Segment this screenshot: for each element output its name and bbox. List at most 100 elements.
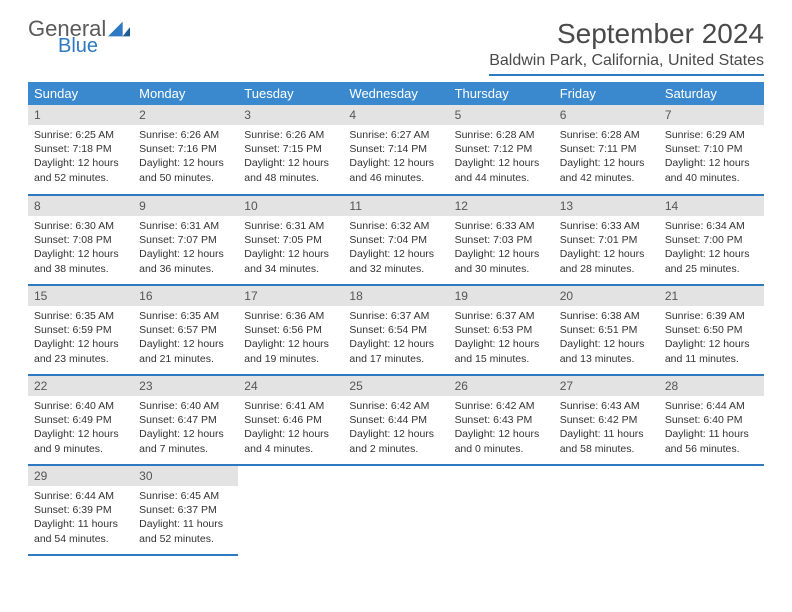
day-cell: 7 Sunrise: 6:29 AMSunset: 7:10 PMDaylight… xyxy=(659,105,764,195)
sunrise-line: Sunrise: 6:37 AM xyxy=(455,309,548,323)
sunrise-line: Sunrise: 6:26 AM xyxy=(139,128,232,142)
day-number: 2 xyxy=(133,105,238,125)
day-cell: 2Sunrise: 6:26 AMSunset: 7:16 PMDaylight… xyxy=(133,105,238,195)
day-cell: 15Sunrise: 6:35 AMSunset: 6:59 PMDayligh… xyxy=(28,285,133,375)
day-cell: 6Sunrise: 6:28 AMSunset: 7:11 PMDaylight… xyxy=(554,105,659,195)
sunrise-line: Sunrise: 6:36 AM xyxy=(244,309,337,323)
day-body: Sunrise: 6:33 AMSunset: 7:03 PMDaylight:… xyxy=(449,216,554,282)
sunrise-line: Sunrise: 6:32 AM xyxy=(349,219,442,233)
sunset-line: Sunset: 7:18 PM xyxy=(34,142,127,156)
empty-cell xyxy=(238,465,343,555)
day-cell: 13Sunrise: 6:33 AMSunset: 7:01 PMDayligh… xyxy=(554,195,659,285)
day-number: 12 xyxy=(449,196,554,216)
calendar-head: SundayMondayTuesdayWednesdayThursdayFrid… xyxy=(28,82,764,105)
day-body: Sunrise: 6:37 AMSunset: 6:53 PMDaylight:… xyxy=(449,306,554,372)
sunset-line: Sunset: 6:40 PM xyxy=(665,413,758,427)
sunrise-line: Sunrise: 6:43 AM xyxy=(560,399,653,413)
day-cell: 4Sunrise: 6:27 AMSunset: 7:14 PMDaylight… xyxy=(343,105,448,195)
page-header: General Blue September 2024 Baldwin Park… xyxy=(28,18,764,76)
sunset-line: Sunset: 7:14 PM xyxy=(349,142,442,156)
day-number: 21 xyxy=(659,286,764,306)
day-cell: 18Sunrise: 6:37 AMSunset: 6:54 PMDayligh… xyxy=(343,285,448,375)
sunset-line: Sunset: 6:43 PM xyxy=(455,413,548,427)
sunset-line: Sunset: 7:05 PM xyxy=(244,233,337,247)
day-number: 27 xyxy=(554,376,659,396)
sunset-line: Sunset: 6:46 PM xyxy=(244,413,337,427)
daylight-line: Daylight: 12 hours and 15 minutes. xyxy=(455,337,548,365)
week-row: 22Sunrise: 6:40 AMSunset: 6:49 PMDayligh… xyxy=(28,375,764,465)
sunset-line: Sunset: 6:49 PM xyxy=(34,413,127,427)
daylight-line: Daylight: 12 hours and 28 minutes. xyxy=(560,247,653,275)
day-number: 16 xyxy=(133,286,238,306)
day-header: Wednesday xyxy=(343,82,448,105)
day-body: Sunrise: 6:45 AMSunset: 6:37 PMDaylight:… xyxy=(133,486,238,552)
day-number: 11 xyxy=(343,196,448,216)
sunset-line: Sunset: 6:59 PM xyxy=(34,323,127,337)
day-header: Saturday xyxy=(659,82,764,105)
sunset-line: Sunset: 7:10 PM xyxy=(665,142,758,156)
daylight-line: Daylight: 12 hours and 38 minutes. xyxy=(34,247,127,275)
sunset-line: Sunset: 7:12 PM xyxy=(455,142,548,156)
daylight-line: Daylight: 12 hours and 46 minutes. xyxy=(349,156,442,184)
day-cell: 10Sunrise: 6:31 AMSunset: 7:05 PMDayligh… xyxy=(238,195,343,285)
sunrise-line: Sunrise: 6:33 AM xyxy=(455,219,548,233)
sunset-line: Sunset: 7:01 PM xyxy=(560,233,653,247)
day-cell: 29Sunrise: 6:44 AMSunset: 6:39 PMDayligh… xyxy=(28,465,133,555)
day-cell: 8Sunrise: 6:30 AMSunset: 7:08 PMDaylight… xyxy=(28,195,133,285)
sunset-line: Sunset: 7:07 PM xyxy=(139,233,232,247)
day-body: Sunrise: 6:42 AMSunset: 6:43 PMDaylight:… xyxy=(449,396,554,462)
day-number: 24 xyxy=(238,376,343,396)
sunrise-line: Sunrise: 6:40 AM xyxy=(139,399,232,413)
sunrise-line: Sunrise: 6:29 AM xyxy=(665,128,758,142)
day-number: 6 xyxy=(554,105,659,125)
sunrise-line: Sunrise: 6:31 AM xyxy=(244,219,337,233)
day-body: Sunrise: 6:28 AMSunset: 7:12 PMDaylight:… xyxy=(449,125,554,191)
sunrise-line: Sunrise: 6:31 AM xyxy=(139,219,232,233)
sunrise-line: Sunrise: 6:37 AM xyxy=(349,309,442,323)
day-body: Sunrise: 6:26 AMSunset: 7:15 PMDaylight:… xyxy=(238,125,343,191)
day-body: Sunrise: 6:27 AMSunset: 7:14 PMDaylight:… xyxy=(343,125,448,191)
sunset-line: Sunset: 6:50 PM xyxy=(665,323,758,337)
day-number: 17 xyxy=(238,286,343,306)
empty-cell xyxy=(343,465,448,555)
sunset-line: Sunset: 6:44 PM xyxy=(349,413,442,427)
month-title: September 2024 xyxy=(489,18,764,50)
sunrise-line: Sunrise: 6:38 AM xyxy=(560,309,653,323)
day-body: Sunrise: 6:40 AMSunset: 6:47 PMDaylight:… xyxy=(133,396,238,462)
daylight-line: Daylight: 12 hours and 13 minutes. xyxy=(560,337,653,365)
sunset-line: Sunset: 6:56 PM xyxy=(244,323,337,337)
sunrise-line: Sunrise: 6:35 AM xyxy=(139,309,232,323)
day-number: 4 xyxy=(343,105,448,125)
day-number: 7 xyxy=(659,105,764,125)
daylight-line: Daylight: 11 hours and 54 minutes. xyxy=(34,517,127,545)
daylight-line: Daylight: 12 hours and 50 minutes. xyxy=(139,156,232,184)
day-number: 29 xyxy=(28,466,133,486)
day-body: Sunrise: 6:38 AMSunset: 6:51 PMDaylight:… xyxy=(554,306,659,372)
day-cell: 30Sunrise: 6:45 AMSunset: 6:37 PMDayligh… xyxy=(133,465,238,555)
day-body: Sunrise: 6:44 AMSunset: 6:40 PMDaylight:… xyxy=(659,396,764,462)
daylight-line: Daylight: 11 hours and 58 minutes. xyxy=(560,427,653,455)
day-number: 30 xyxy=(133,466,238,486)
day-body: Sunrise: 6:26 AMSunset: 7:16 PMDaylight:… xyxy=(133,125,238,191)
calendar-body: 1Sunrise: 6:25 AMSunset: 7:18 PMDaylight… xyxy=(28,105,764,555)
day-number: 22 xyxy=(28,376,133,396)
empty-cell xyxy=(659,465,764,555)
day-number: 3 xyxy=(238,105,343,125)
day-number: 18 xyxy=(343,286,448,306)
day-cell: 5Sunrise: 6:28 AMSunset: 7:12 PMDaylight… xyxy=(449,105,554,195)
day-number: 14 xyxy=(659,196,764,216)
day-header: Thursday xyxy=(449,82,554,105)
logo-text: General Blue xyxy=(28,18,106,56)
day-body: Sunrise: 6:31 AMSunset: 7:07 PMDaylight:… xyxy=(133,216,238,282)
week-row: 29Sunrise: 6:44 AMSunset: 6:39 PMDayligh… xyxy=(28,465,764,555)
day-body: Sunrise: 6:33 AMSunset: 7:01 PMDaylight:… xyxy=(554,216,659,282)
day-cell: 22Sunrise: 6:40 AMSunset: 6:49 PMDayligh… xyxy=(28,375,133,465)
daylight-line: Daylight: 12 hours and 48 minutes. xyxy=(244,156,337,184)
day-body: Sunrise: 6:36 AMSunset: 6:56 PMDaylight:… xyxy=(238,306,343,372)
day-cell: 25Sunrise: 6:42 AMSunset: 6:44 PMDayligh… xyxy=(343,375,448,465)
sunrise-line: Sunrise: 6:34 AM xyxy=(665,219,758,233)
day-cell: 26Sunrise: 6:42 AMSunset: 6:43 PMDayligh… xyxy=(449,375,554,465)
day-cell: 21Sunrise: 6:39 AMSunset: 6:50 PMDayligh… xyxy=(659,285,764,375)
daylight-line: Daylight: 12 hours and 9 minutes. xyxy=(34,427,127,455)
daylight-line: Daylight: 12 hours and 40 minutes. xyxy=(665,156,758,184)
